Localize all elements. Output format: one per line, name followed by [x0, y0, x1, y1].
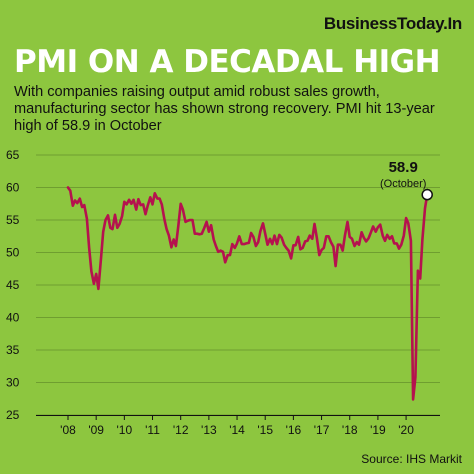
x-tick-label: '20	[398, 423, 414, 437]
x-tick-label: '11	[145, 423, 160, 437]
x-tick-label: '16	[286, 423, 302, 437]
x-tick-label: '13	[201, 423, 217, 437]
x-tick-label: '10	[117, 423, 133, 437]
grid-lines	[36, 154, 440, 416]
x-tick-label: '14	[229, 423, 245, 437]
x-axis-ticks: '08 '09 '10 '11 '12 '13 '14 '15 '16 '17 '18 '19 '20	[60, 415, 414, 437]
y-tick-label: 40	[6, 311, 20, 325]
y-axis-ticks: 25 30 35 40 45 50 55 60 65	[6, 148, 20, 422]
y-tick-label: 65	[6, 148, 20, 162]
annotation-value: 58.9	[389, 159, 418, 176]
x-tick-label: '12	[173, 423, 189, 437]
y-tick-label: 25	[6, 408, 20, 422]
y-tick-label: 30	[6, 376, 20, 390]
x-tick-label: '09	[88, 423, 104, 437]
y-tick-label: 35	[6, 343, 20, 357]
y-tick-label: 45	[6, 278, 20, 292]
x-tick-label: '18	[342, 423, 358, 437]
y-tick-label: 60	[6, 181, 20, 195]
x-tick-label: '19	[370, 423, 386, 437]
peak-marker	[421, 188, 433, 201]
x-tick-label: '08	[60, 423, 76, 437]
annotation-layer: 58.9 (October)	[380, 159, 433, 201]
chart-subtitle: With companies raising output amid robus…	[14, 84, 435, 134]
annotation-label: (October)	[380, 178, 426, 190]
chart-title: PMI ON A DECADAL HIGH	[14, 44, 441, 80]
brand-logo: BusinessToday.In	[323, 14, 462, 33]
x-tick-label: '17	[314, 423, 330, 437]
pmi-series-line	[66, 186, 429, 401]
y-tick-label: 50	[6, 246, 20, 260]
x-tick-label: '15	[257, 423, 273, 437]
series-line-layer	[66, 186, 429, 401]
y-tick-label: 55	[6, 213, 20, 227]
source-note: Source: IHS Markit	[361, 452, 462, 466]
